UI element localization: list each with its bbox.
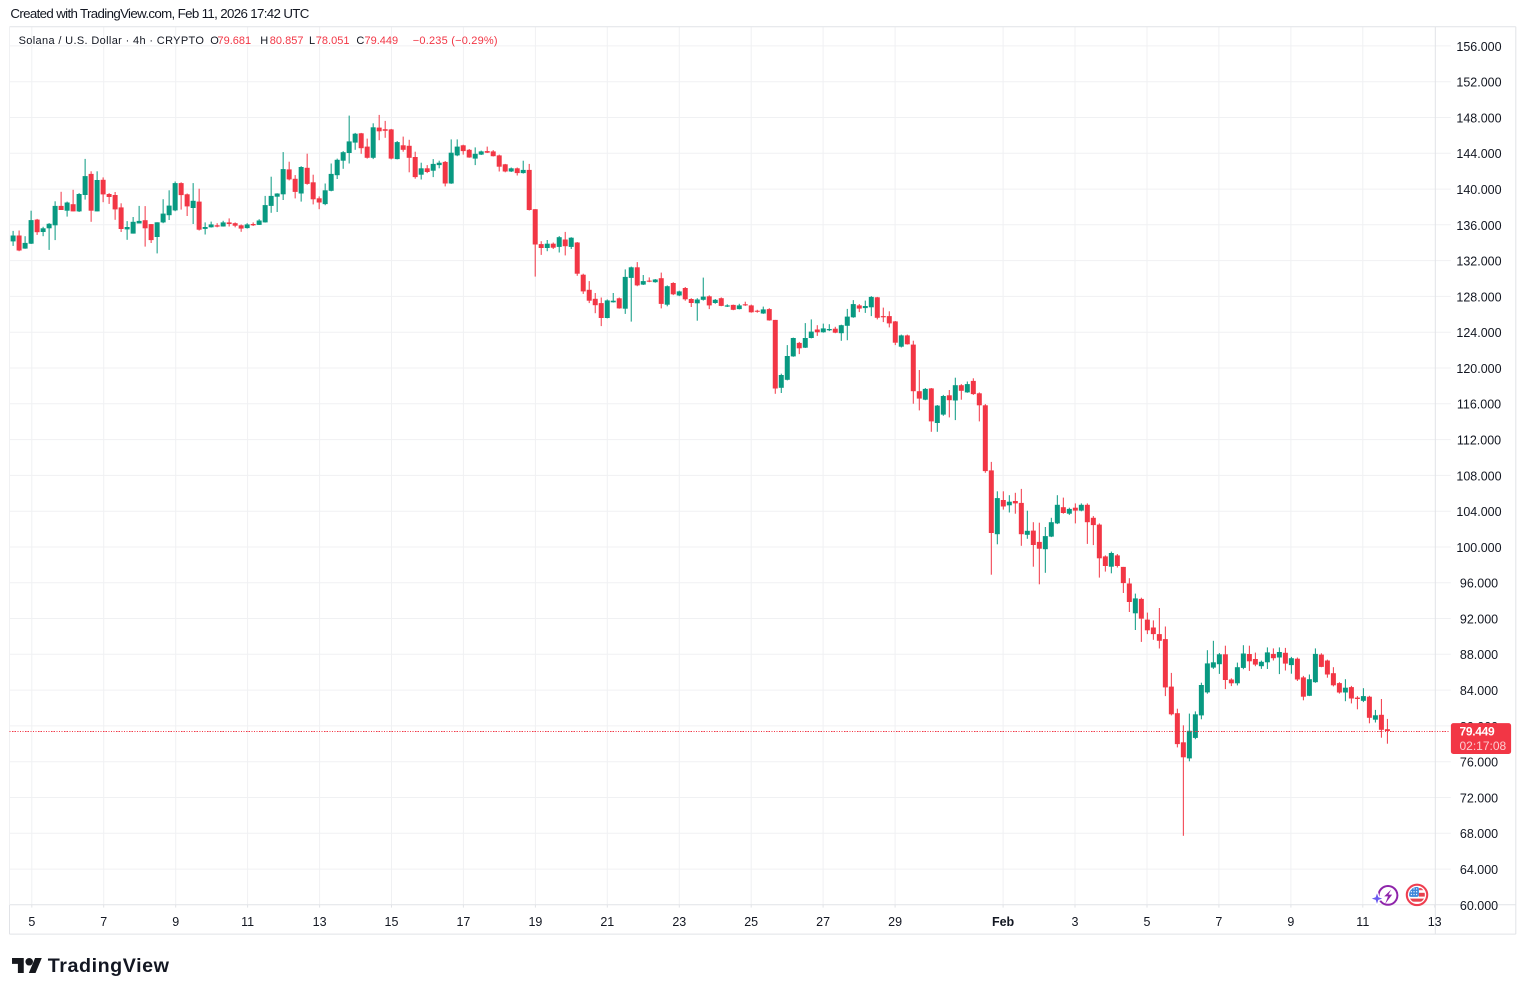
svg-text:104.000: 104.000 bbox=[1456, 505, 1501, 519]
svg-text:148.000: 148.000 bbox=[1456, 111, 1501, 125]
svg-text:96.000: 96.000 bbox=[1460, 577, 1498, 591]
svg-text:108.000: 108.000 bbox=[1456, 469, 1501, 483]
svg-text:15: 15 bbox=[385, 915, 399, 929]
svg-text:136.000: 136.000 bbox=[1456, 219, 1501, 233]
svg-text:5: 5 bbox=[1144, 915, 1151, 929]
svg-text:7: 7 bbox=[100, 915, 107, 929]
svg-text:29: 29 bbox=[888, 915, 902, 929]
svg-text:19: 19 bbox=[528, 915, 542, 929]
svg-text:7: 7 bbox=[1215, 915, 1222, 929]
svg-text:64.000: 64.000 bbox=[1460, 863, 1498, 877]
svg-text:Feb: Feb bbox=[992, 915, 1015, 929]
svg-text:140.000: 140.000 bbox=[1456, 183, 1501, 197]
svg-text:132.000: 132.000 bbox=[1456, 255, 1501, 269]
svg-text:79.449: 79.449 bbox=[1460, 725, 1496, 739]
svg-text:72.000: 72.000 bbox=[1460, 791, 1498, 805]
svg-text:156.000: 156.000 bbox=[1456, 40, 1501, 54]
svg-text:76.000: 76.000 bbox=[1460, 756, 1498, 770]
svg-text:3: 3 bbox=[1072, 915, 1079, 929]
svg-text:25: 25 bbox=[744, 915, 758, 929]
svg-text:124.000: 124.000 bbox=[1456, 326, 1501, 340]
svg-text:92.000: 92.000 bbox=[1460, 612, 1498, 626]
svg-text:13: 13 bbox=[313, 915, 327, 929]
svg-text:152.000: 152.000 bbox=[1456, 76, 1501, 90]
svg-text:116.000: 116.000 bbox=[1457, 398, 1501, 412]
svg-text:9: 9 bbox=[172, 915, 179, 929]
svg-text:11: 11 bbox=[241, 915, 254, 929]
svg-text:100.000: 100.000 bbox=[1456, 541, 1501, 555]
svg-text:11: 11 bbox=[1356, 915, 1369, 929]
svg-text:17: 17 bbox=[456, 915, 470, 929]
svg-text:23: 23 bbox=[672, 915, 686, 929]
svg-text:27: 27 bbox=[816, 915, 830, 929]
svg-text:128.000: 128.000 bbox=[1456, 290, 1501, 304]
svg-text:88.000: 88.000 bbox=[1460, 648, 1498, 662]
svg-text:9: 9 bbox=[1287, 915, 1294, 929]
svg-text:13: 13 bbox=[1428, 915, 1442, 929]
svg-text:68.000: 68.000 bbox=[1460, 827, 1498, 841]
svg-text:21: 21 bbox=[600, 915, 614, 929]
svg-text:112.000: 112.000 bbox=[1457, 434, 1501, 448]
svg-text:5: 5 bbox=[28, 915, 35, 929]
svg-text:120.000: 120.000 bbox=[1456, 362, 1501, 376]
svg-text:02:17:08: 02:17:08 bbox=[1460, 739, 1507, 753]
svg-text:144.000: 144.000 bbox=[1456, 147, 1501, 161]
svg-text:84.000: 84.000 bbox=[1460, 684, 1498, 698]
svg-text:60.000: 60.000 bbox=[1460, 899, 1498, 913]
